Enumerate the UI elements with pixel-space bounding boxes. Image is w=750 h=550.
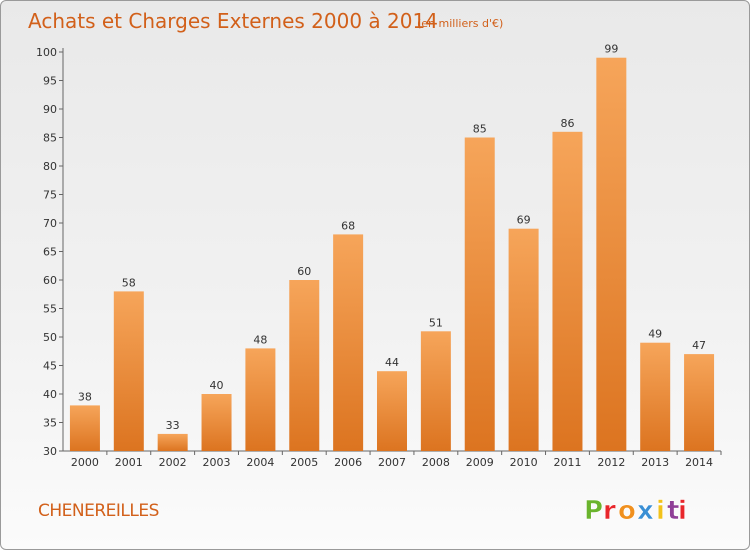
- bar-2002: [157, 433, 188, 451]
- y-tick-label: 40: [43, 388, 57, 401]
- data-label-2003: 40: [210, 379, 224, 392]
- bar-2001: [113, 291, 144, 451]
- y-tick-label: 55: [43, 303, 57, 316]
- data-label-2014: 47: [692, 339, 706, 352]
- y-axis: 30 35 40 45 50 55 60 65 70 75 80 85 90 95 100: [36, 46, 64, 458]
- data-label-2006: 68: [341, 219, 355, 232]
- chart-subtitle: (en milliers d'€): [417, 17, 503, 30]
- bar-2009: [464, 137, 495, 451]
- data-label-2009: 85: [473, 123, 487, 136]
- y-tick-label: 65: [43, 246, 57, 259]
- x-tick-label: 2014: [685, 456, 713, 469]
- bar-2005: [289, 280, 320, 451]
- logo-letter: i: [656, 496, 665, 526]
- y-tick-label: 75: [43, 189, 57, 202]
- bar-2014: [684, 354, 715, 451]
- x-tick-label: 2006: [334, 456, 362, 469]
- x-tick-label: 2003: [203, 456, 231, 469]
- x-axis: 2000 2001 2002 2003 2004 2005 2006 2007 2008 2009…: [63, 450, 722, 469]
- x-tick-label: 2009: [466, 456, 494, 469]
- bar-2000: [69, 405, 100, 451]
- x-tick-label: 2013: [641, 456, 669, 469]
- bar-2010: [508, 228, 539, 451]
- x-tick-label: 2002: [159, 456, 187, 469]
- bar-2008: [420, 331, 451, 451]
- x-tick-label: 2004: [246, 456, 274, 469]
- x-tick-label: 2012: [597, 456, 625, 469]
- y-tick-label: 85: [43, 132, 57, 145]
- x-tick-label: 2011: [553, 456, 581, 469]
- data-label-2011: 86: [560, 117, 574, 130]
- bar-2004: [245, 348, 276, 451]
- x-tick-label: 2010: [510, 456, 538, 469]
- logo-letter: P: [584, 496, 603, 526]
- bar-2012: [596, 57, 627, 451]
- x-tick-label: 2000: [71, 456, 99, 469]
- y-tick-label: 30: [43, 445, 57, 458]
- y-tick-label: 35: [43, 417, 57, 430]
- chart-title-text: Achats et Charges Externes 2000 à 2014: [28, 9, 438, 33]
- data-label-2005: 60: [297, 265, 311, 278]
- bar-2013: [640, 342, 671, 451]
- data-label-2008: 51: [429, 316, 443, 329]
- logo-letter: o: [618, 496, 636, 526]
- y-tick-label: 80: [43, 160, 57, 173]
- y-tick-label: 100: [36, 46, 57, 59]
- data-label-2004: 48: [253, 333, 267, 346]
- data-label-2010: 69: [517, 214, 531, 227]
- x-tick-label: 2008: [422, 456, 450, 469]
- bar-2011: [552, 131, 583, 452]
- logo-letter: t: [667, 496, 679, 526]
- y-tick-label: 45: [43, 360, 57, 373]
- bar-2007: [377, 371, 407, 451]
- commune-name: CHENEREILLES: [38, 501, 159, 521]
- data-label-2012: 99: [604, 43, 618, 56]
- data-label-2002: 33: [166, 419, 180, 432]
- data-label-2007: 44: [385, 356, 399, 369]
- x-tick-label: 2007: [378, 456, 406, 469]
- y-tick-label: 50: [43, 331, 57, 344]
- data-label-2013: 49: [648, 328, 662, 341]
- y-tick-label: 60: [43, 274, 57, 287]
- x-tick-label: 2005: [290, 456, 318, 469]
- x-tick-label: 2001: [115, 456, 143, 469]
- bar-2006: [333, 234, 364, 451]
- bar-2003: [201, 394, 232, 451]
- logo-letter: r: [603, 496, 616, 526]
- chart-title: Achats et Charges Externes 2000 à 2014 (…: [28, 9, 503, 33]
- y-tick-label: 90: [43, 103, 57, 116]
- bars: [69, 57, 715, 452]
- y-tick-label: 70: [43, 217, 57, 230]
- data-label-2001: 58: [122, 276, 136, 289]
- logo-letter: x: [637, 496, 654, 526]
- logo-letter: i: [678, 496, 687, 526]
- data-labels: 38 58 33 40 48 60 68 44 51 85 69 86 99 49 47: [78, 43, 706, 432]
- data-label-2000: 38: [78, 390, 92, 403]
- y-tick-label: 95: [43, 75, 57, 88]
